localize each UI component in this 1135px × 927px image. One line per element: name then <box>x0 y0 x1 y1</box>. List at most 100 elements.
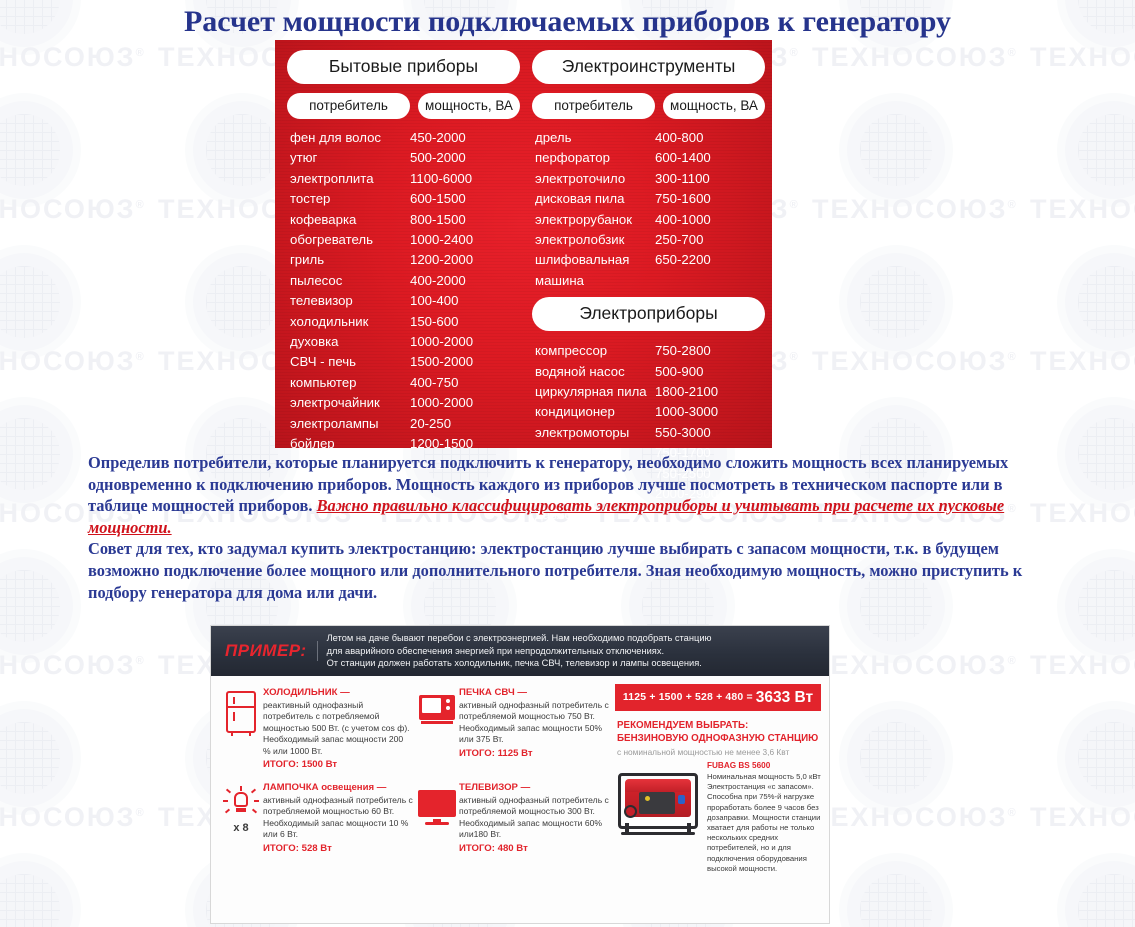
row-consumer: давления <box>535 506 594 522</box>
row-consumer: дисковая пила <box>535 191 625 207</box>
total-expression: 1125 + 1500 + 528 + 480 = <box>622 692 753 703</box>
row-consumer: машина <box>535 272 584 288</box>
row-power: 1000-3000 <box>655 404 719 420</box>
row-consumer: кофеварка <box>290 211 357 227</box>
power-table-column-tools: Электроинструменты потребитель мощность,… <box>532 50 765 525</box>
item-heading: ТЕЛЕВИЗОР — <box>459 782 531 794</box>
globe-icon <box>860 266 932 338</box>
row-consumer: стиральная <box>290 476 361 492</box>
row-power: 400-750 <box>410 374 459 390</box>
row-consumer: электромоторы <box>535 424 630 440</box>
globe-icon <box>0 570 60 642</box>
power-table-row: тостер 600-1500 <box>287 189 520 209</box>
item-description: активный однофазный потребитель с потреб… <box>263 795 413 840</box>
row-consumer: обогреватель <box>290 232 373 248</box>
watermark-text: ТЕХНОСОЮЗ® <box>0 194 146 224</box>
example-intro-line-1: Летом на даче бывают перебои с электроэн… <box>326 633 712 644</box>
power-table-row: пылесос 400-2000 <box>287 271 520 291</box>
page-title: Расчет мощности подключаемых приборов к … <box>183 5 952 38</box>
row-power: 1000-2000 <box>410 334 474 350</box>
watermark-text: ТЕХНОСОЮЗ® <box>1030 802 1135 832</box>
example-item-microwave: ПЕЧКА СВЧ — активный однофазный потребит… <box>415 682 611 770</box>
power-table-row: машина <box>532 271 765 291</box>
row-power: 600-1400 <box>655 150 711 166</box>
watermark-tile: ТЕХНОСОЮЗ® <box>812 872 1030 927</box>
paragraph-1: Определив потребители, которые планирует… <box>88 452 1056 538</box>
row-power: 550-3000 <box>655 424 711 440</box>
watermark-text: ТЕХНОСОЮЗ® <box>0 42 146 72</box>
row-power: 1100-6000 <box>410 170 473 186</box>
row-consumer: перфоратор <box>535 150 610 166</box>
row-power: 150-600 <box>410 313 459 329</box>
group-title-power-tools: Электроинструменты <box>532 50 765 84</box>
row-power: 100-400 <box>410 293 459 309</box>
power-table-row: перфоратор 600-1400 <box>532 148 765 168</box>
column-headers-household: потребитель мощность, ВА <box>287 93 520 119</box>
watermark-tile: ТЕХНОСОЮЗ® <box>812 112 1030 264</box>
example-intro-line-2: для аварийного обеспечения энергией при … <box>326 645 665 656</box>
watermark-tile: ТЕХНОСОЮЗ® <box>0 872 158 927</box>
globe-icon <box>1078 114 1135 186</box>
header-power-tools: мощность, ВА <box>663 93 765 119</box>
watermark-tile: ТЕХНОСОЮЗ® <box>812 720 1030 872</box>
body-text: Определив потребители, которые планирует… <box>88 452 1056 603</box>
power-table-row: электролобзик 250-700 <box>532 230 765 250</box>
globe-icon <box>0 722 60 794</box>
power-table-row: фен для волос 450-2000 <box>287 128 520 148</box>
total-value: 3633 Вт <box>755 688 814 706</box>
row-consumer: электролобзик <box>535 232 625 248</box>
watermark-text: ТЕХНОСОЮЗ® <box>812 42 1018 72</box>
generator-description: Номинальная мощность 5,0 кВт Электростан… <box>707 772 821 873</box>
example-item-fridge: ХОЛОДИЛЬНИК — реактивный однофазный потр… <box>219 682 415 770</box>
power-table-row: машина <box>287 495 520 515</box>
item-total: ИТОГО: 480 Вт <box>459 842 528 854</box>
rows-electrical-appliances: компрессор 750-2800 водяной насос 500-900 ци… <box>532 341 765 525</box>
globe-icon <box>1078 266 1135 338</box>
header-consumer-household: потребитель <box>287 93 410 119</box>
watermark-text: ТЕХНОСОЮЗ® <box>1030 42 1135 72</box>
recommend-note: с номинальной мощностью не менее 3,6 Квт <box>617 747 790 757</box>
watermark-text: ТЕХНОСОЮЗ® <box>0 802 146 832</box>
row-power: 450-2000 <box>410 130 466 145</box>
row-consumer: гриль <box>290 252 325 268</box>
total-power-bar: 1125 + 1500 + 528 + 480 = 3633 Вт <box>615 684 821 711</box>
power-table-row: давления <box>532 505 765 525</box>
row-consumer: электроточило <box>535 170 626 186</box>
row-power: 250-700 <box>655 232 704 248</box>
example-header: ПРИМЕР: Летом на даче бывают перебои с э… <box>211 626 829 676</box>
row-power: 1500-2000 <box>410 354 474 370</box>
row-consumer: сенокосилка <box>535 465 612 481</box>
power-table-row: электрорубанок 400-1000 <box>532 210 765 230</box>
watermark-tile: ТЕХНОСОЮЗ® <box>0 264 158 416</box>
row-consumer: компьютер <box>290 374 357 390</box>
globe-icon <box>0 114 60 186</box>
power-table-row: компрессор 750-2800 <box>532 341 765 361</box>
row-consumer: бойлер <box>290 436 335 452</box>
example-summary: 1125 + 1500 + 528 + 480 = 3633 Вт РЕКОМЕ… <box>611 676 829 925</box>
power-table-row: дрель 400-800 <box>532 128 765 148</box>
example-item-lightbulb: х 8 ЛАМПОЧКА освещения — активный однофа… <box>219 770 415 854</box>
item-heading: ЛАМПОЧКА освещения — <box>263 782 387 794</box>
power-table-row: электромоторы 550-3000 <box>532 423 765 443</box>
power-table-row: гриль 1200-2000 <box>287 250 520 270</box>
generator-image <box>615 761 703 874</box>
globe-icon <box>860 114 932 186</box>
group-title-electrical-appliances: Электроприборы <box>532 297 765 332</box>
globe-icon <box>206 114 278 186</box>
recommend-line-2: БЕНЗИНОВУЮ ОДНОФАЗНУЮ СТАНЦИЮ <box>617 733 819 744</box>
power-table-row: кондиционер 1000-3000 <box>532 402 765 422</box>
row-consumer: вентиляторы <box>535 445 615 461</box>
globe-icon <box>0 874 60 927</box>
watermark-text: ТЕХНОСОЮЗ® <box>0 650 146 680</box>
rows-power-tools: дрель 400-800 перфоратор 600-1400 электроточ… <box>532 128 765 291</box>
item-heading: ХОЛОДИЛЬНИК — <box>263 687 350 698</box>
item-total: ИТОГО: 528 Вт <box>263 842 332 854</box>
lightbulb-icon: х 8 <box>219 782 263 854</box>
watermark-text: ТЕХНОСОЮЗ® <box>812 194 1018 224</box>
row-consumer: электролампы <box>290 415 379 431</box>
row-consumer: холодильник <box>290 313 369 329</box>
row-power: 500-900 <box>655 363 704 379</box>
power-table-row: электроплита 1100-6000 <box>287 169 520 189</box>
row-power: 400-800 <box>655 130 704 145</box>
row-power: 400-1000 <box>655 211 711 227</box>
